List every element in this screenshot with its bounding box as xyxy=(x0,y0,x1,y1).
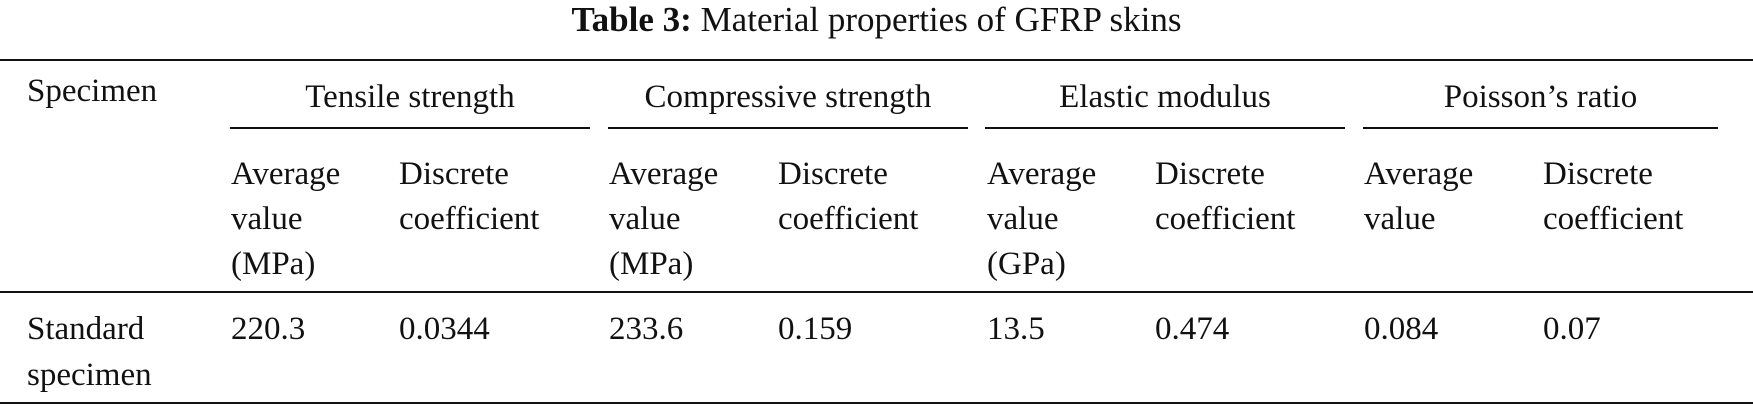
subheader-line: Discrete xyxy=(778,156,888,192)
cell-elastic-average: 13.5 xyxy=(987,311,1045,347)
table-caption: Table 3: Material properties of GFRP ski… xyxy=(0,0,1753,40)
subheader-tensile-discrete: Discrete coefficient xyxy=(399,152,539,242)
cell-compressive-discrete: 0.159 xyxy=(778,311,853,347)
stub-header: Specimen xyxy=(27,73,158,109)
subheader-compressive-average: Average value (MPa) xyxy=(609,152,718,287)
subheader-line: (MPa) xyxy=(609,246,694,282)
row-label-line: Standard xyxy=(27,311,145,347)
subheader-line: (GPa) xyxy=(987,246,1066,282)
subheader-line: Discrete xyxy=(1543,156,1653,192)
subheader-elastic-discrete: Discrete coefficient xyxy=(1155,152,1295,242)
group-underline-compressive xyxy=(608,127,968,129)
bottom-rule xyxy=(0,402,1753,404)
cell-compressive-average: 233.6 xyxy=(609,311,684,347)
cell-tensile-discrete: 0.0344 xyxy=(399,311,490,347)
subheader-line: value xyxy=(609,201,681,237)
group-underline-tensile xyxy=(230,127,590,129)
subheader-poisson-average: Average value xyxy=(1364,152,1473,242)
subheader-line: coefficient xyxy=(1543,201,1684,237)
subheader-line: Average xyxy=(609,156,719,192)
header-rule xyxy=(0,291,1753,293)
subheader-elastic-average: Average value (GPa) xyxy=(987,152,1096,287)
top-rule xyxy=(0,59,1753,61)
group-header-compressive: Compressive strength xyxy=(644,79,932,115)
subheader-tensile-average: Average value (MPa) xyxy=(231,152,340,287)
row-label: Standard specimen xyxy=(27,306,152,398)
group-underline-poisson xyxy=(1363,127,1718,129)
subheader-line: Discrete xyxy=(1155,156,1265,192)
subheader-line: Average xyxy=(231,156,341,192)
cell-elastic-discrete: 0.474 xyxy=(1155,311,1230,347)
subheader-line: (MPa) xyxy=(231,246,316,282)
group-header-poisson: Poisson’s ratio xyxy=(1443,79,1638,115)
subheader-line: Average xyxy=(987,156,1097,192)
subheader-line: coefficient xyxy=(778,201,919,237)
subheader-line: coefficient xyxy=(1155,201,1296,237)
subheader-line: value xyxy=(987,201,1059,237)
row-label-line: specimen xyxy=(27,357,152,393)
subheader-line: value xyxy=(1364,201,1436,237)
group-header-tensile: Tensile strength xyxy=(305,79,515,115)
cell-poisson-discrete: 0.07 xyxy=(1543,311,1601,347)
subheader-poisson-discrete: Discrete coefficient xyxy=(1543,152,1683,242)
subheader-line: value xyxy=(231,201,303,237)
subheader-line: Discrete xyxy=(399,156,509,192)
group-header-elastic: Elastic modulus xyxy=(1059,79,1271,115)
subheader-compressive-discrete: Discrete coefficient xyxy=(778,152,918,242)
caption-label: Table 3: xyxy=(571,0,692,39)
subheader-line: Average xyxy=(1364,156,1474,192)
subheader-line: coefficient xyxy=(399,201,540,237)
group-underline-elastic xyxy=(985,127,1345,129)
caption-text: Material properties of GFRP skins xyxy=(700,0,1182,39)
cell-poisson-average: 0.084 xyxy=(1364,311,1439,347)
cell-tensile-average: 220.3 xyxy=(231,311,306,347)
